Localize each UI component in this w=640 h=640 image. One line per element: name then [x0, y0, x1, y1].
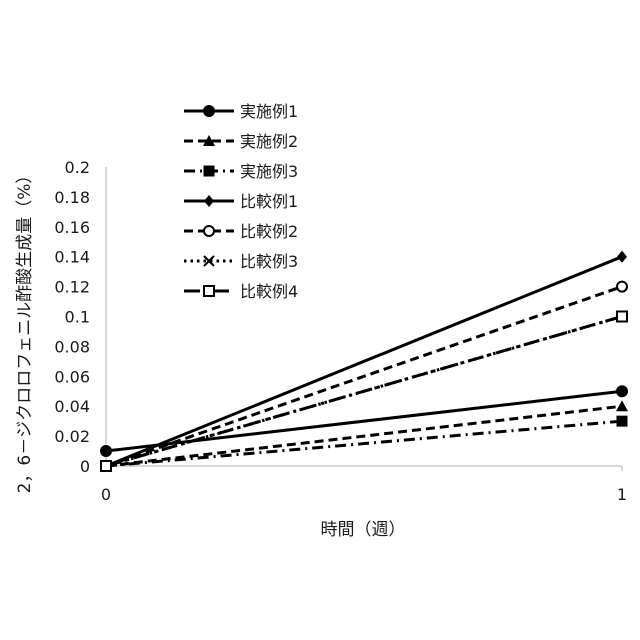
x-tick-label: 1 [617, 485, 627, 504]
y-axis-title: 2，6－ジクロロフェニル酢酸生成量（%） [15, 167, 35, 494]
legend-entry-4: 比較例1 [184, 192, 298, 211]
legend-label: 比較例3 [240, 252, 298, 271]
legend-marker [204, 286, 214, 296]
legend-label: 実施例2 [240, 132, 298, 151]
y-tick-label: 0.14 [54, 248, 90, 267]
legend-marker [204, 106, 215, 117]
legend-label: 実施例3 [240, 162, 298, 181]
data-point-1-2 [617, 386, 628, 397]
data-point-7-1 [101, 461, 111, 471]
legend-entry-5: 比較例2 [184, 222, 298, 241]
y-tick-label: 0.1 [65, 308, 90, 327]
y-tick-label: 0.06 [54, 367, 90, 386]
legend-entry-1: 実施例1 [184, 102, 298, 121]
y-tick-label: 0.2 [65, 158, 90, 177]
series-lines [106, 257, 622, 466]
legend: 実施例1 実施例2 実施例3 比較例1 比較例2 比較例3 比較例4 [184, 102, 298, 301]
x-tick-label: 0 [101, 485, 111, 504]
data-point-2-2 [616, 400, 628, 411]
legend-entry-2: 実施例2 [184, 132, 298, 151]
data-point-3-2 [617, 416, 628, 427]
y-tick-label: 0.16 [54, 218, 90, 237]
data-point-1-1 [101, 446, 112, 457]
series-line-5 [106, 287, 622, 466]
y-tick-label: 0.02 [54, 427, 90, 446]
legend-entry-7: 比較例4 [184, 282, 298, 301]
legend-marker [204, 195, 214, 207]
y-tick-label: 0.18 [54, 188, 90, 207]
legend-label: 実施例1 [240, 102, 298, 121]
legend-marker [204, 166, 215, 177]
legend-marker [204, 226, 214, 236]
y-tick-label: 0.12 [54, 278, 90, 297]
data-point-5-2 [617, 282, 627, 292]
legend-entry-6: 比較例3 [184, 252, 298, 271]
data-point-4-2 [617, 251, 627, 263]
y-tick-label: 0.04 [54, 397, 90, 416]
legend-label: 比較例2 [240, 222, 298, 241]
data-point-7-2 [617, 312, 627, 322]
legend-label: 比較例4 [240, 282, 298, 301]
x-axis-title: 時間（週） [321, 520, 406, 540]
legend-entry-3: 実施例3 [184, 162, 298, 181]
y-tick-label: 0 [80, 457, 90, 476]
y-tick-label: 0.08 [54, 337, 90, 356]
legend-label: 比較例1 [240, 192, 298, 211]
